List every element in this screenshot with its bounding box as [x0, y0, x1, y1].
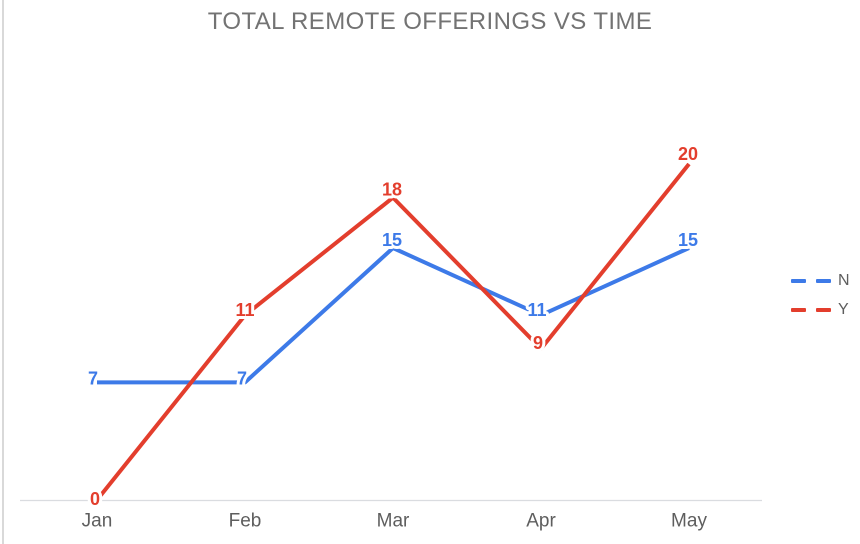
- data-label: 9: [533, 333, 543, 353]
- series-line-n: [97, 246, 690, 385]
- data-label: 20: [678, 144, 698, 164]
- chart-title: TOTAL REMOTE OFFERINGS VS TIME: [207, 8, 653, 35]
- legend-label: Y: [838, 301, 849, 318]
- x-axis-label: Feb: [229, 511, 262, 532]
- legend: N Y: [791, 272, 850, 319]
- legend-dashed-line-icon: [791, 279, 831, 283]
- x-axis-label: May: [671, 511, 707, 532]
- x-axis-label: Jan: [82, 511, 113, 532]
- legend-dashed-line-icon: [791, 308, 831, 312]
- legend-item-n: N: [791, 272, 850, 290]
- x-axis-label: Mar: [377, 511, 410, 532]
- x-axis-label: Apr: [526, 511, 556, 532]
- data-label: 11: [527, 300, 546, 320]
- data-label: 7: [237, 368, 247, 388]
- data-label: 18: [382, 180, 402, 200]
- data-label: 0: [90, 489, 100, 509]
- series-line-y: [95, 162, 691, 502]
- data-label: 15: [382, 230, 402, 250]
- data-label: 7: [88, 368, 98, 388]
- data-label: 11: [235, 300, 254, 320]
- legend-label: N: [838, 272, 850, 289]
- left-border-line: [2, 0, 4, 544]
- legend-item-y: Y: [791, 301, 850, 319]
- data-label: 15: [678, 230, 698, 250]
